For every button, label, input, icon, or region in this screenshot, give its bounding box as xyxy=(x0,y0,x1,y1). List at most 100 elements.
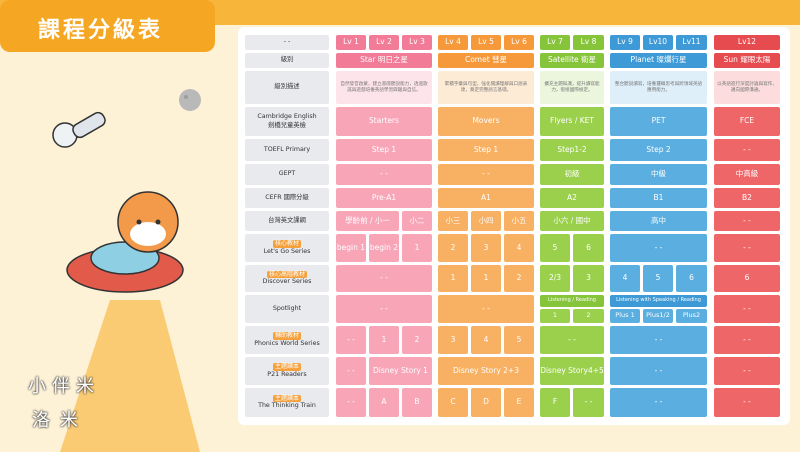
row-label-text: Cambridge English xyxy=(257,113,317,121)
brand: 洛米 xyxy=(32,410,88,431)
level-header: Lv 4 xyxy=(438,35,468,50)
row-label-text: Let's Go Series xyxy=(263,247,311,255)
cell: 整合聽說讀寫，培養邏輯思考與跨領域英語應用能力。 xyxy=(610,71,707,104)
cell: 學齡前 / 小一 xyxy=(336,211,399,231)
row-label-text: Phonics World Series xyxy=(254,339,320,347)
row-sublabel: 劍橋兒童英檢 xyxy=(268,121,306,129)
cell: 1 xyxy=(402,234,432,262)
cell: 中高級 xyxy=(714,164,780,185)
cell: 1 xyxy=(540,309,570,323)
row-label: CEFR 國際分級 xyxy=(245,188,329,208)
row-label-text: 級別描述 xyxy=(274,83,300,91)
cell: 6 xyxy=(676,265,707,292)
cell: - - xyxy=(714,211,780,231)
cell: - - xyxy=(336,357,366,385)
cell: 中級 xyxy=(610,164,707,185)
cell: Step 2 xyxy=(610,139,707,161)
cell: - - xyxy=(438,164,534,185)
level-header: Lv 9 xyxy=(610,35,640,50)
cell: 小五 xyxy=(504,211,534,231)
cell: 小六 / 國中 xyxy=(540,211,604,231)
row-label: 級別描述 xyxy=(245,71,329,104)
row-label: 核心教材 Let's Go Series xyxy=(245,234,329,262)
cell: 4 xyxy=(504,234,534,262)
cell: - - xyxy=(610,234,707,262)
cell: 小四 xyxy=(471,211,501,231)
level-header: Lv11 xyxy=(676,35,707,50)
cell: - - xyxy=(336,388,366,417)
cell: 以英語進行深度討論與寫作，邁向國際溝通。 xyxy=(714,71,780,104)
level-header: Lv12 xyxy=(714,35,780,50)
cell: D xyxy=(471,388,501,417)
row-label: TOEFL Primary xyxy=(245,139,329,161)
cell: Satellite 衛星 xyxy=(540,53,604,68)
cell: 1 xyxy=(438,265,468,292)
cell: - - xyxy=(610,357,707,385)
row-label-text: CEFR 國際分級 xyxy=(265,193,309,201)
cell: Sun 耀眼太陽 xyxy=(714,53,780,68)
level-header: Lv 6 xyxy=(504,35,534,50)
cell: E xyxy=(504,388,534,417)
cell: Step 1 xyxy=(336,139,432,161)
row-label-text: Spotlight xyxy=(272,304,302,312)
level-header: Lv 3 xyxy=(402,35,432,50)
cell: 3 xyxy=(573,265,604,292)
cell: 1 xyxy=(471,265,501,292)
cell: 5 xyxy=(540,234,570,262)
cell: Starters xyxy=(336,107,432,136)
row-label: 主題讀本 P21 Readers xyxy=(245,357,329,385)
cell: - - xyxy=(714,295,780,323)
level-header: Lv 5 xyxy=(471,35,501,50)
cell: Disney Story 2+3 xyxy=(438,357,534,385)
cell: - - xyxy=(714,234,780,262)
cell: 3 xyxy=(471,234,501,262)
cell: Flyers / KET xyxy=(540,107,604,136)
row-label-text: 級別 xyxy=(280,56,294,64)
cell: Movers xyxy=(438,107,534,136)
cell: 3 xyxy=(438,326,468,354)
cell: Step1-2 xyxy=(540,139,604,161)
cell: B2 xyxy=(714,188,780,208)
level-header: Lv 1 xyxy=(336,35,366,50)
cell: - - xyxy=(714,357,780,385)
cell: - - xyxy=(714,326,780,354)
cell: - - xyxy=(610,326,707,354)
row-label: GEPT xyxy=(245,164,329,185)
row-tag: 主題讀本 xyxy=(272,394,301,403)
cell: Step 1 xyxy=(438,139,534,161)
row-label: Spotlight xyxy=(245,295,329,323)
cell: PET xyxy=(610,107,707,136)
row-label-text: P21 Readers xyxy=(267,370,307,378)
row-label-text: Discover Series xyxy=(262,278,312,286)
cell: 初級 xyxy=(540,164,604,185)
cell: 4 xyxy=(610,265,640,292)
cell: Disney Story 1 xyxy=(369,357,432,385)
cell: 2 xyxy=(573,309,604,323)
row-label: 輔助教材 Phonics World Series xyxy=(245,326,329,354)
cell: Pre-A1 xyxy=(336,188,432,208)
cell: 小二 xyxy=(402,211,432,231)
cell: 小三 xyxy=(438,211,468,231)
row-label-text: 台灣英文課綱 xyxy=(268,216,306,224)
cell: - - xyxy=(336,164,432,185)
cell: 1 xyxy=(369,326,399,354)
cell: Plus2 xyxy=(676,309,707,323)
row-tag: 輔助教材 xyxy=(272,332,301,340)
cell: 擴充主題知識，提升讀寫能力，銜接國際檢定。 xyxy=(540,71,604,104)
cell: Star 明日之星 xyxy=(336,53,432,68)
title: 課程分級表 xyxy=(38,18,164,43)
corner-cell: - - xyxy=(245,35,329,50)
cell: 4 xyxy=(471,326,501,354)
cell: - - xyxy=(438,295,534,323)
cell: F xyxy=(540,388,570,417)
cell: A2 xyxy=(540,188,604,208)
cell: Planet 璨爛行星 xyxy=(610,53,707,68)
cell-caption: Listening / Reading xyxy=(540,295,604,307)
row-label-text: GEPT xyxy=(278,170,296,178)
cell: - - xyxy=(336,295,432,323)
cell: Plus 1 xyxy=(610,309,640,323)
cell: 5 xyxy=(643,265,673,292)
cell: 6 xyxy=(573,234,604,262)
cell: B xyxy=(402,388,432,417)
